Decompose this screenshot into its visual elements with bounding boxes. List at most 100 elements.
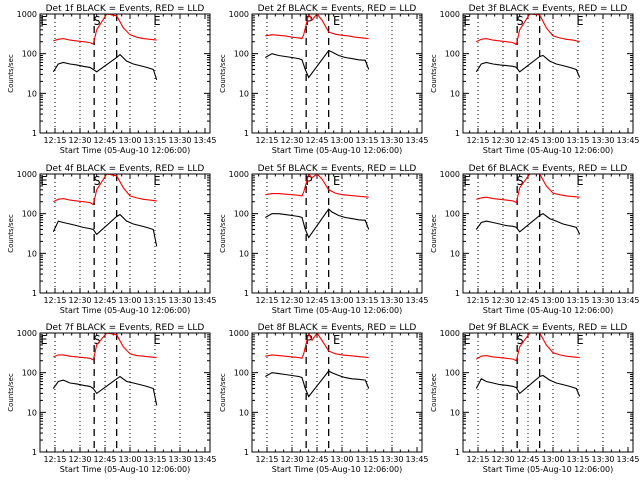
x-axis-label: Start Time (05-Aug-10 12:06:00) — [60, 465, 191, 474]
x-tick-label: 12:45 — [305, 296, 328, 305]
x-tick-label: 13:45 — [193, 136, 216, 145]
x-tick-label: 13:45 — [405, 455, 428, 464]
y-axis-label: Counts/sec — [430, 54, 438, 93]
x-tick-label: 13:30 — [380, 455, 403, 464]
x-tick-label: 12:15 — [466, 136, 489, 145]
plot-frame — [251, 13, 423, 134]
panel-title: Det 1f BLACK = Events, RED = LLD — [46, 4, 205, 14]
x-tick-label: 12:15 — [43, 455, 66, 464]
panel-title: Det 2f BLACK = Events, RED = LLD — [258, 4, 417, 14]
plot-frame — [39, 13, 211, 134]
state-marker-e: E — [463, 14, 470, 28]
x-tick-label: 13:00 — [118, 136, 141, 145]
y-tick-label: 1000 — [17, 329, 37, 338]
y-tick-label: 1000 — [440, 170, 460, 179]
x-tick-label: 13:45 — [405, 136, 428, 145]
x-tick-label: 12:45 — [93, 296, 116, 305]
state-marker-s: S — [94, 333, 101, 347]
x-tick-label: 12:15 — [255, 136, 278, 145]
lld-series-line — [476, 14, 580, 46]
y-tick-label: 1 — [32, 129, 37, 138]
x-tick-label: 13:15 — [566, 296, 589, 305]
state-marker-e: E — [153, 14, 160, 28]
y-tick-label: 1 — [244, 129, 249, 138]
x-tick-label: 13:00 — [541, 136, 564, 145]
x-tick-label: 13:00 — [118, 455, 141, 464]
detector-panel-3: Det 3f BLACK = Events, RED = LLD Counts/s… — [430, 4, 640, 155]
detector-panel-6: Det 6f BLACK = Events, RED = LLD Counts/s… — [430, 164, 640, 315]
state-marker-e: E — [576, 333, 583, 347]
plot-frame — [462, 332, 634, 453]
state-marker-e: E — [153, 333, 160, 347]
y-tick-label: 100 — [234, 210, 249, 219]
lld-series-line — [265, 174, 369, 198]
state-marker-e: E — [333, 174, 340, 188]
detector-panel-5: Det 5f BLACK = Events, RED = LLD Counts/s… — [219, 164, 429, 315]
plot-frame — [39, 332, 211, 453]
x-axis-label: Start Time (05-Aug-10 12:06:00) — [60, 146, 191, 155]
x-tick-label: 13:15 — [143, 136, 166, 145]
panel-title: Det 6f BLACK = Events, RED = LLD — [469, 164, 628, 174]
x-tick-label: 13:15 — [566, 455, 589, 464]
x-tick-label: 13:15 — [143, 296, 166, 305]
panel-title: Det 8f BLACK = Events, RED = LLD — [258, 323, 417, 333]
x-axis-label: Start Time (05-Aug-10 12:06:00) — [483, 146, 614, 155]
state-marker-e: E — [40, 14, 47, 28]
x-tick-label: 12:45 — [516, 455, 539, 464]
x-tick-label: 12:30 — [280, 455, 303, 464]
panel-title: Det 4f BLACK = Events, RED = LLD — [46, 164, 205, 174]
events-series-line — [475, 374, 581, 397]
x-tick-label: 13:30 — [591, 455, 614, 464]
x-tick-label: 12:15 — [255, 455, 278, 464]
x-tick-label: 12:15 — [43, 296, 66, 305]
x-tick-label: 13:15 — [566, 136, 589, 145]
x-tick-label: 12:30 — [68, 136, 91, 145]
y-axis-label: Counts/sec — [219, 373, 227, 412]
y-tick-label: 100 — [22, 210, 37, 219]
y-tick-label: 1 — [455, 289, 460, 298]
events-series-line — [52, 213, 158, 247]
plot-frame — [462, 173, 634, 294]
detector-panel-8: Det 8f BLACK = Events, RED = LLD Counts/s… — [219, 323, 429, 474]
lld-series-line — [53, 333, 157, 361]
lld-series-line — [265, 14, 369, 40]
state-marker-e: E — [576, 174, 583, 188]
y-tick-label: 1 — [244, 289, 249, 298]
x-tick-label: 13:00 — [541, 296, 564, 305]
x-tick-label: 13:30 — [591, 296, 614, 305]
x-axis-label: Start Time (05-Aug-10 12:06:00) — [272, 146, 403, 155]
x-tick-label: 12:45 — [516, 136, 539, 145]
state-marker-p: P — [306, 14, 313, 28]
y-tick-label: 1000 — [229, 10, 249, 19]
x-tick-label: 13:30 — [168, 136, 191, 145]
x-tick-label: 12:15 — [43, 136, 66, 145]
events-series-line — [52, 53, 158, 80]
detector-panel-4: Det 4f BLACK = Events, RED = LLD Counts/s… — [7, 164, 217, 315]
events-series-line — [475, 54, 581, 78]
x-axis-label: Start Time (05-Aug-10 12:06:00) — [483, 306, 614, 315]
x-axis-label: Start Time (05-Aug-10 12:06:00) — [483, 465, 614, 474]
x-tick-label: 13:00 — [118, 296, 141, 305]
x-axis-label: Start Time (05-Aug-10 12:06:00) — [272, 306, 403, 315]
y-tick-label: 1000 — [440, 10, 460, 19]
plot-frame — [251, 173, 423, 294]
x-tick-label: 12:45 — [93, 455, 116, 464]
plot-frame — [39, 173, 211, 294]
state-marker-p: P — [306, 333, 313, 347]
y-axis-label: Counts/sec — [219, 54, 227, 93]
y-tick-label: 1 — [32, 289, 37, 298]
y-axis-label: Counts/sec — [430, 373, 438, 412]
state-marker-s: S — [517, 14, 524, 28]
x-tick-label: 12:30 — [491, 296, 514, 305]
lld-series-line — [476, 174, 580, 204]
x-tick-label: 12:15 — [255, 296, 278, 305]
y-tick-label: 10 — [450, 89, 460, 98]
events-series-line — [475, 213, 581, 235]
state-marker-e: E — [463, 174, 470, 188]
y-tick-label: 100 — [234, 50, 249, 59]
events-series-line — [265, 49, 370, 79]
state-marker-e: E — [576, 14, 583, 28]
lld-series-line — [53, 174, 157, 206]
state-marker-s: S — [94, 174, 101, 188]
